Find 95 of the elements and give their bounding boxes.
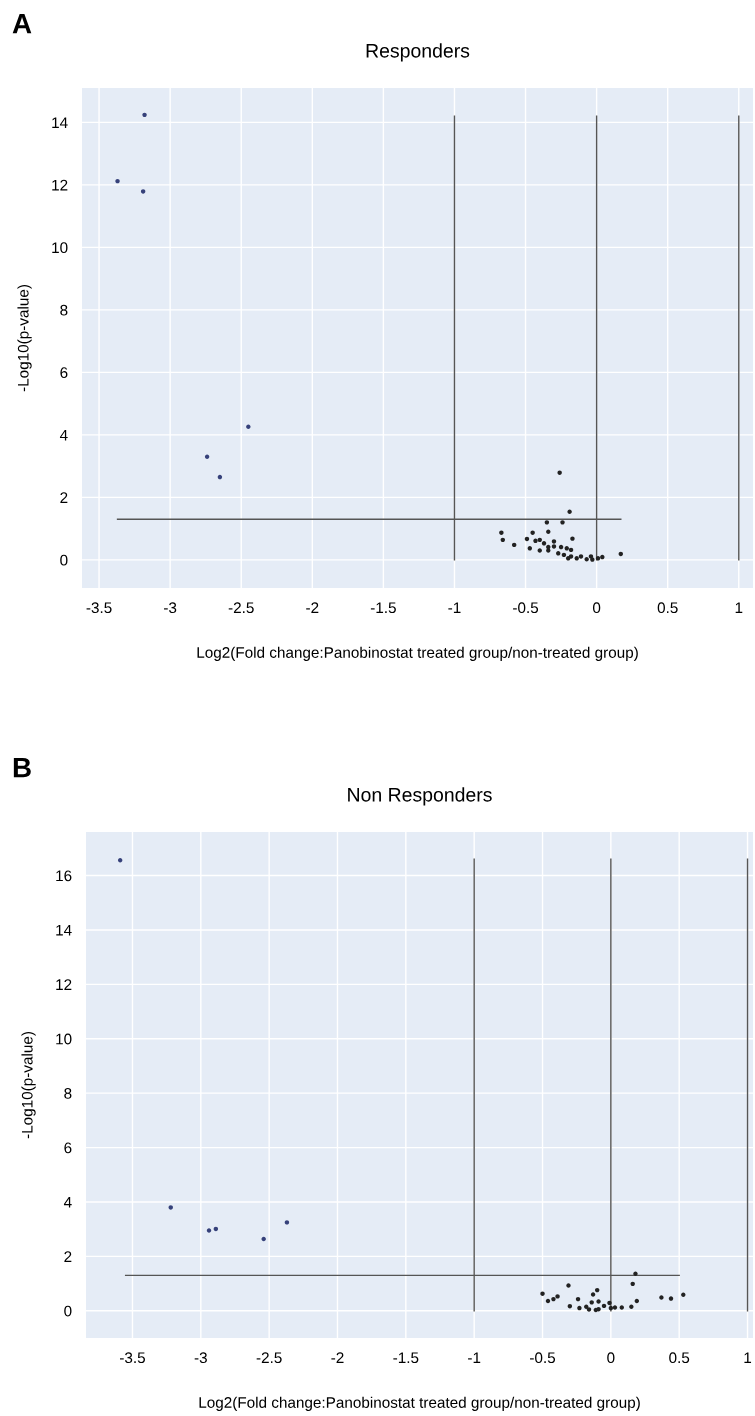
point [530,530,535,535]
point [619,1305,625,1310]
x-axis-title: Log2(Fold change:Panobinostat treated group/non-treated group) [197,646,638,661]
x-tick-label: -2 [331,1352,344,1363]
x-tick-label: -1.5 [370,602,396,614]
y-tick-label: 16 [56,870,72,882]
x-axis-title: Log2(Fold change:Panobinostat treated group/non-treated group) [199,1396,640,1411]
point [574,556,579,561]
point [584,557,589,562]
point [577,1305,582,1311]
point [570,536,575,541]
y-tick-label: 14 [52,117,68,128]
point [561,552,567,558]
x-tick-label: -0.5 [530,1352,556,1364]
point [659,1295,664,1300]
point [142,112,147,118]
point [499,530,504,535]
y-tick-label: 2 [64,1251,72,1262]
y-tick-label: 8 [64,1088,72,1099]
x-tick-label: 0.5 [669,1352,690,1364]
point [567,1303,573,1309]
point [284,1220,290,1225]
point [612,1305,618,1310]
point [555,1294,560,1299]
point [537,548,542,553]
point [511,542,517,548]
point [629,1304,634,1309]
point [524,536,530,542]
point [601,1303,607,1309]
point [568,547,574,553]
y-tick-label: 0 [64,1305,72,1317]
y-tick-label: 6 [60,367,68,379]
point [533,538,538,544]
x-tick-label: -3 [194,1352,207,1364]
x-tick-label: -2.5 [256,1352,282,1364]
point [551,1296,556,1302]
point [560,520,565,525]
point [633,1271,638,1277]
x-tick-label: -1.5 [393,1352,419,1364]
y-tick-label: 8 [60,304,68,316]
point [589,1300,594,1305]
chart-title: Non Responders [348,787,492,806]
point [140,189,146,194]
y-tick-label: 12 [56,979,72,990]
y-tick-label: 0 [60,554,68,566]
point [206,1228,212,1233]
y-tick-label: 12 [52,179,68,191]
point [217,474,223,480]
y-tick-label: 2 [60,492,68,503]
point [566,1283,571,1288]
text: A [12,14,32,34]
point [608,1305,614,1311]
point [607,1300,612,1306]
x-tick-label: 0.5 [657,602,678,614]
x-tick-label: -1 [448,602,461,613]
y-tick-label: 14 [56,924,72,936]
y-tick-label: 4 [59,429,68,441]
point [557,470,562,475]
point [168,1205,173,1210]
point [551,544,557,549]
x-tick-label: 0 [592,602,601,614]
point [544,520,550,525]
x-tick-label: -2 [306,602,319,613]
point [668,1296,674,1301]
point [558,544,564,550]
x-tick-label: -3.5 [86,602,112,614]
x-tick-label: 1 [744,1352,752,1363]
point [213,1226,219,1232]
point [115,178,120,184]
x-tick-label: 0 [607,1352,615,1364]
y-tick-label: 10 [56,1033,72,1045]
point [546,529,551,534]
point [575,1296,581,1302]
y-axis-title: -Log10(p-value) [17,285,32,392]
x-tick-label: -3 [164,602,177,614]
point [594,1287,600,1293]
point [578,554,584,559]
point [540,1291,545,1296]
point [567,509,572,514]
point [681,1292,686,1297]
y-axis-title: -Log10(p-value) [21,1032,36,1139]
x-tick-label: -3.5 [119,1352,145,1364]
point [596,1299,601,1304]
x-tick-label: -2.5 [228,602,254,614]
chart-title: Responders [366,43,470,62]
text: B [13,758,31,778]
x-tick-label: -1 [468,1352,481,1363]
y-tick-label: 10 [52,242,68,254]
x-tick-label: 1 [735,602,743,613]
point [545,1298,551,1304]
x-tick-label: -0.5 [513,602,539,614]
y-tick-label: 6 [64,1142,72,1154]
point [551,539,557,544]
y-tick-label: 4 [63,1197,72,1208]
point [590,1292,596,1297]
